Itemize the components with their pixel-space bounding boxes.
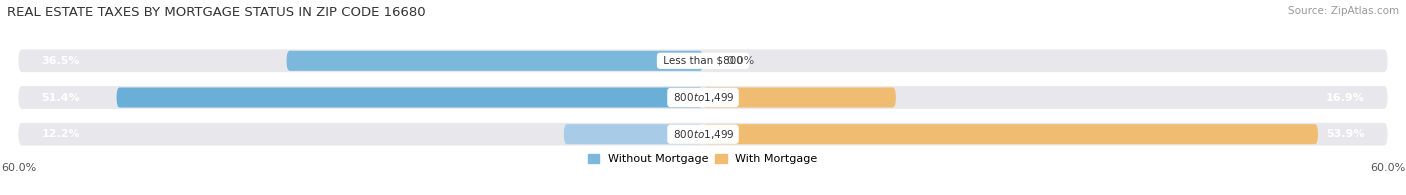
Text: 51.4%: 51.4% <box>41 92 80 103</box>
Text: 36.5%: 36.5% <box>41 56 80 66</box>
Text: 0.0%: 0.0% <box>725 56 754 66</box>
FancyBboxPatch shape <box>18 123 1388 146</box>
Text: 16.9%: 16.9% <box>1326 92 1365 103</box>
FancyBboxPatch shape <box>18 86 1388 109</box>
Text: 53.9%: 53.9% <box>1326 129 1365 139</box>
Text: $800 to $1,499: $800 to $1,499 <box>671 128 735 141</box>
Text: $800 to $1,499: $800 to $1,499 <box>671 91 735 104</box>
FancyBboxPatch shape <box>703 124 1317 144</box>
Legend: Without Mortgage, With Mortgage: Without Mortgage, With Mortgage <box>588 154 818 164</box>
Text: REAL ESTATE TAXES BY MORTGAGE STATUS IN ZIP CODE 16680: REAL ESTATE TAXES BY MORTGAGE STATUS IN … <box>7 6 426 19</box>
FancyBboxPatch shape <box>703 88 896 107</box>
Text: 12.2%: 12.2% <box>41 129 80 139</box>
Text: Source: ZipAtlas.com: Source: ZipAtlas.com <box>1288 6 1399 16</box>
Text: Less than $800: Less than $800 <box>659 56 747 66</box>
FancyBboxPatch shape <box>287 51 703 71</box>
FancyBboxPatch shape <box>18 49 1388 72</box>
FancyBboxPatch shape <box>117 88 703 107</box>
FancyBboxPatch shape <box>564 124 703 144</box>
